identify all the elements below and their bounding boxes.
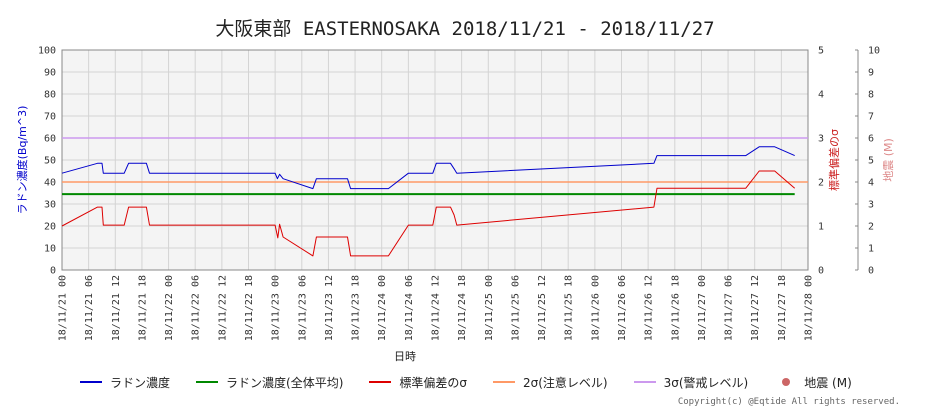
y3-tick-label: 0	[868, 266, 874, 277]
copyright-text: Copyright(c) @Eqtide All rights reserved…	[677, 397, 900, 407]
x-tick-label: 18/11/24 06	[404, 275, 415, 341]
y-tick-label: 70	[44, 112, 56, 123]
x-tick-label: 18/11/21 06	[84, 275, 95, 341]
x-tick-label: 18/11/23 18	[351, 275, 362, 341]
legend-label: ラドン濃度	[110, 375, 171, 390]
x-tick-label: 18/11/26 06	[617, 275, 628, 341]
legend-dot-icon	[782, 378, 791, 386]
y-tick-label: 40	[44, 178, 56, 189]
y-tick-label: 0	[50, 266, 56, 277]
legend-label: 2σ(注意レベル)	[523, 375, 608, 390]
x-tick-label: 18/11/22 06	[191, 275, 202, 341]
x-tick-label: 18/11/22 12	[217, 275, 228, 341]
x-tick-label: 18/11/27 00	[697, 275, 708, 341]
y2-tick-label: 2	[818, 178, 824, 189]
x-tick-label: 18/11/21 12	[111, 275, 122, 341]
x-tick-label: 18/11/24 12	[431, 275, 442, 341]
y3-tick-label: 2	[868, 222, 874, 233]
legend-item: 標準偏差のσ	[369, 374, 467, 391]
y3-tick-label: 1	[868, 244, 874, 255]
x-axis-label: 日時	[394, 350, 416, 363]
y-tick-label: 30	[44, 200, 56, 211]
x-tick-label: 18/11/22 18	[244, 275, 255, 341]
y2-tick-label: 0	[818, 266, 824, 277]
y-tick-label: 100	[38, 46, 56, 57]
x-tick-label: 18/11/25 06	[510, 275, 521, 341]
y-tick-label: 80	[44, 90, 56, 101]
y3-tick-label: 6	[868, 134, 874, 145]
y2-tick-label: 4	[818, 90, 824, 101]
x-tick-label: 18/11/22 00	[164, 275, 175, 341]
x-tick-label: 18/11/28 00	[804, 275, 815, 341]
series-line-0	[61, 146, 795, 190]
legend-line-icon	[633, 381, 656, 383]
y3-tick-label: 4	[868, 178, 874, 189]
legend-item: ラドン濃度(全体平均)	[196, 374, 343, 391]
x-tick-label: 18/11/27 06	[724, 275, 735, 341]
x-tick-label: 18/11/23 12	[324, 275, 335, 341]
x-tick-label: 18/11/26 12	[644, 275, 655, 341]
y3-tick-label: 9	[868, 68, 874, 79]
y-tick-label: 90	[44, 68, 56, 79]
y-tick-label: 50	[44, 156, 56, 167]
legend-item: ラドン濃度	[80, 374, 170, 391]
x-tick-label: 18/11/27 12	[750, 275, 761, 341]
series-line-2	[61, 170, 796, 257]
y-axis-label: ラドン濃度(Bq/m^3)	[15, 106, 29, 215]
y3-tick-label: 8	[868, 90, 874, 101]
chart-svg: 0102030405060708090100012345012345678910…	[15, 46, 895, 364]
x-tick-label: 18/11/27 18	[777, 275, 788, 341]
x-tick-label: 18/11/21 18	[137, 275, 148, 341]
x-tick-label: 18/11/26 00	[590, 275, 601, 341]
legend-item: 2σ(注意レベル)	[493, 374, 608, 391]
legend-item: 3σ(警戒レベル)	[633, 374, 749, 391]
x-tick-label: 18/11/26 18	[670, 275, 681, 341]
legend-label: 標準偏差のσ	[399, 375, 467, 390]
legend-item: 地震 (M)	[774, 374, 852, 391]
y-tick-label: 20	[44, 222, 56, 233]
legend: ラドン濃度 ラドン濃度(全体平均) 標準偏差のσ 2σ(注意レベル) 3σ(警戒レベル)…	[80, 374, 852, 390]
y3-tick-label: 10	[868, 46, 880, 57]
y-tick-label: 10	[44, 244, 56, 255]
y2-tick-label: 3	[818, 134, 824, 145]
legend-line-icon	[493, 381, 515, 383]
x-tick-label: 18/11/24 00	[377, 275, 388, 341]
y2-axis-label: 標準偏差のσ	[827, 129, 841, 191]
x-tick-label: 18/11/21 00	[58, 275, 69, 341]
y3-tick-label: 5	[868, 156, 874, 167]
x-tick-label: 18/11/25 18	[564, 275, 575, 341]
legend-line-icon	[196, 381, 219, 383]
x-tick-label: 18/11/23 00	[271, 275, 282, 341]
legend-label: 地震 (M)	[804, 375, 852, 390]
y2-tick-label: 1	[818, 222, 824, 233]
y3-tick-label: 7	[868, 112, 874, 123]
legend-line-icon	[80, 381, 102, 383]
x-tick-label: 18/11/24 18	[457, 275, 468, 341]
legend-line-icon	[369, 381, 392, 383]
y3-tick-label: 3	[868, 200, 874, 211]
x-tick-label: 18/11/25 00	[484, 275, 495, 341]
y2-tick-label: 5	[818, 46, 824, 57]
chart-title: 大阪東部 EASTERNOSAKA 2018/11/21 - 2018/11/2…	[215, 18, 715, 40]
y-tick-label: 60	[44, 134, 56, 145]
legend-label: ラドン濃度(全体平均)	[226, 375, 344, 390]
plot-frame	[61, 49, 809, 271]
legend-label: 3σ(警戒レベル)	[663, 375, 749, 390]
y3-axis-label: 地震 (M)	[882, 138, 895, 182]
x-tick-label: 18/11/25 12	[537, 275, 548, 341]
x-tick-label: 18/11/23 06	[297, 275, 308, 341]
